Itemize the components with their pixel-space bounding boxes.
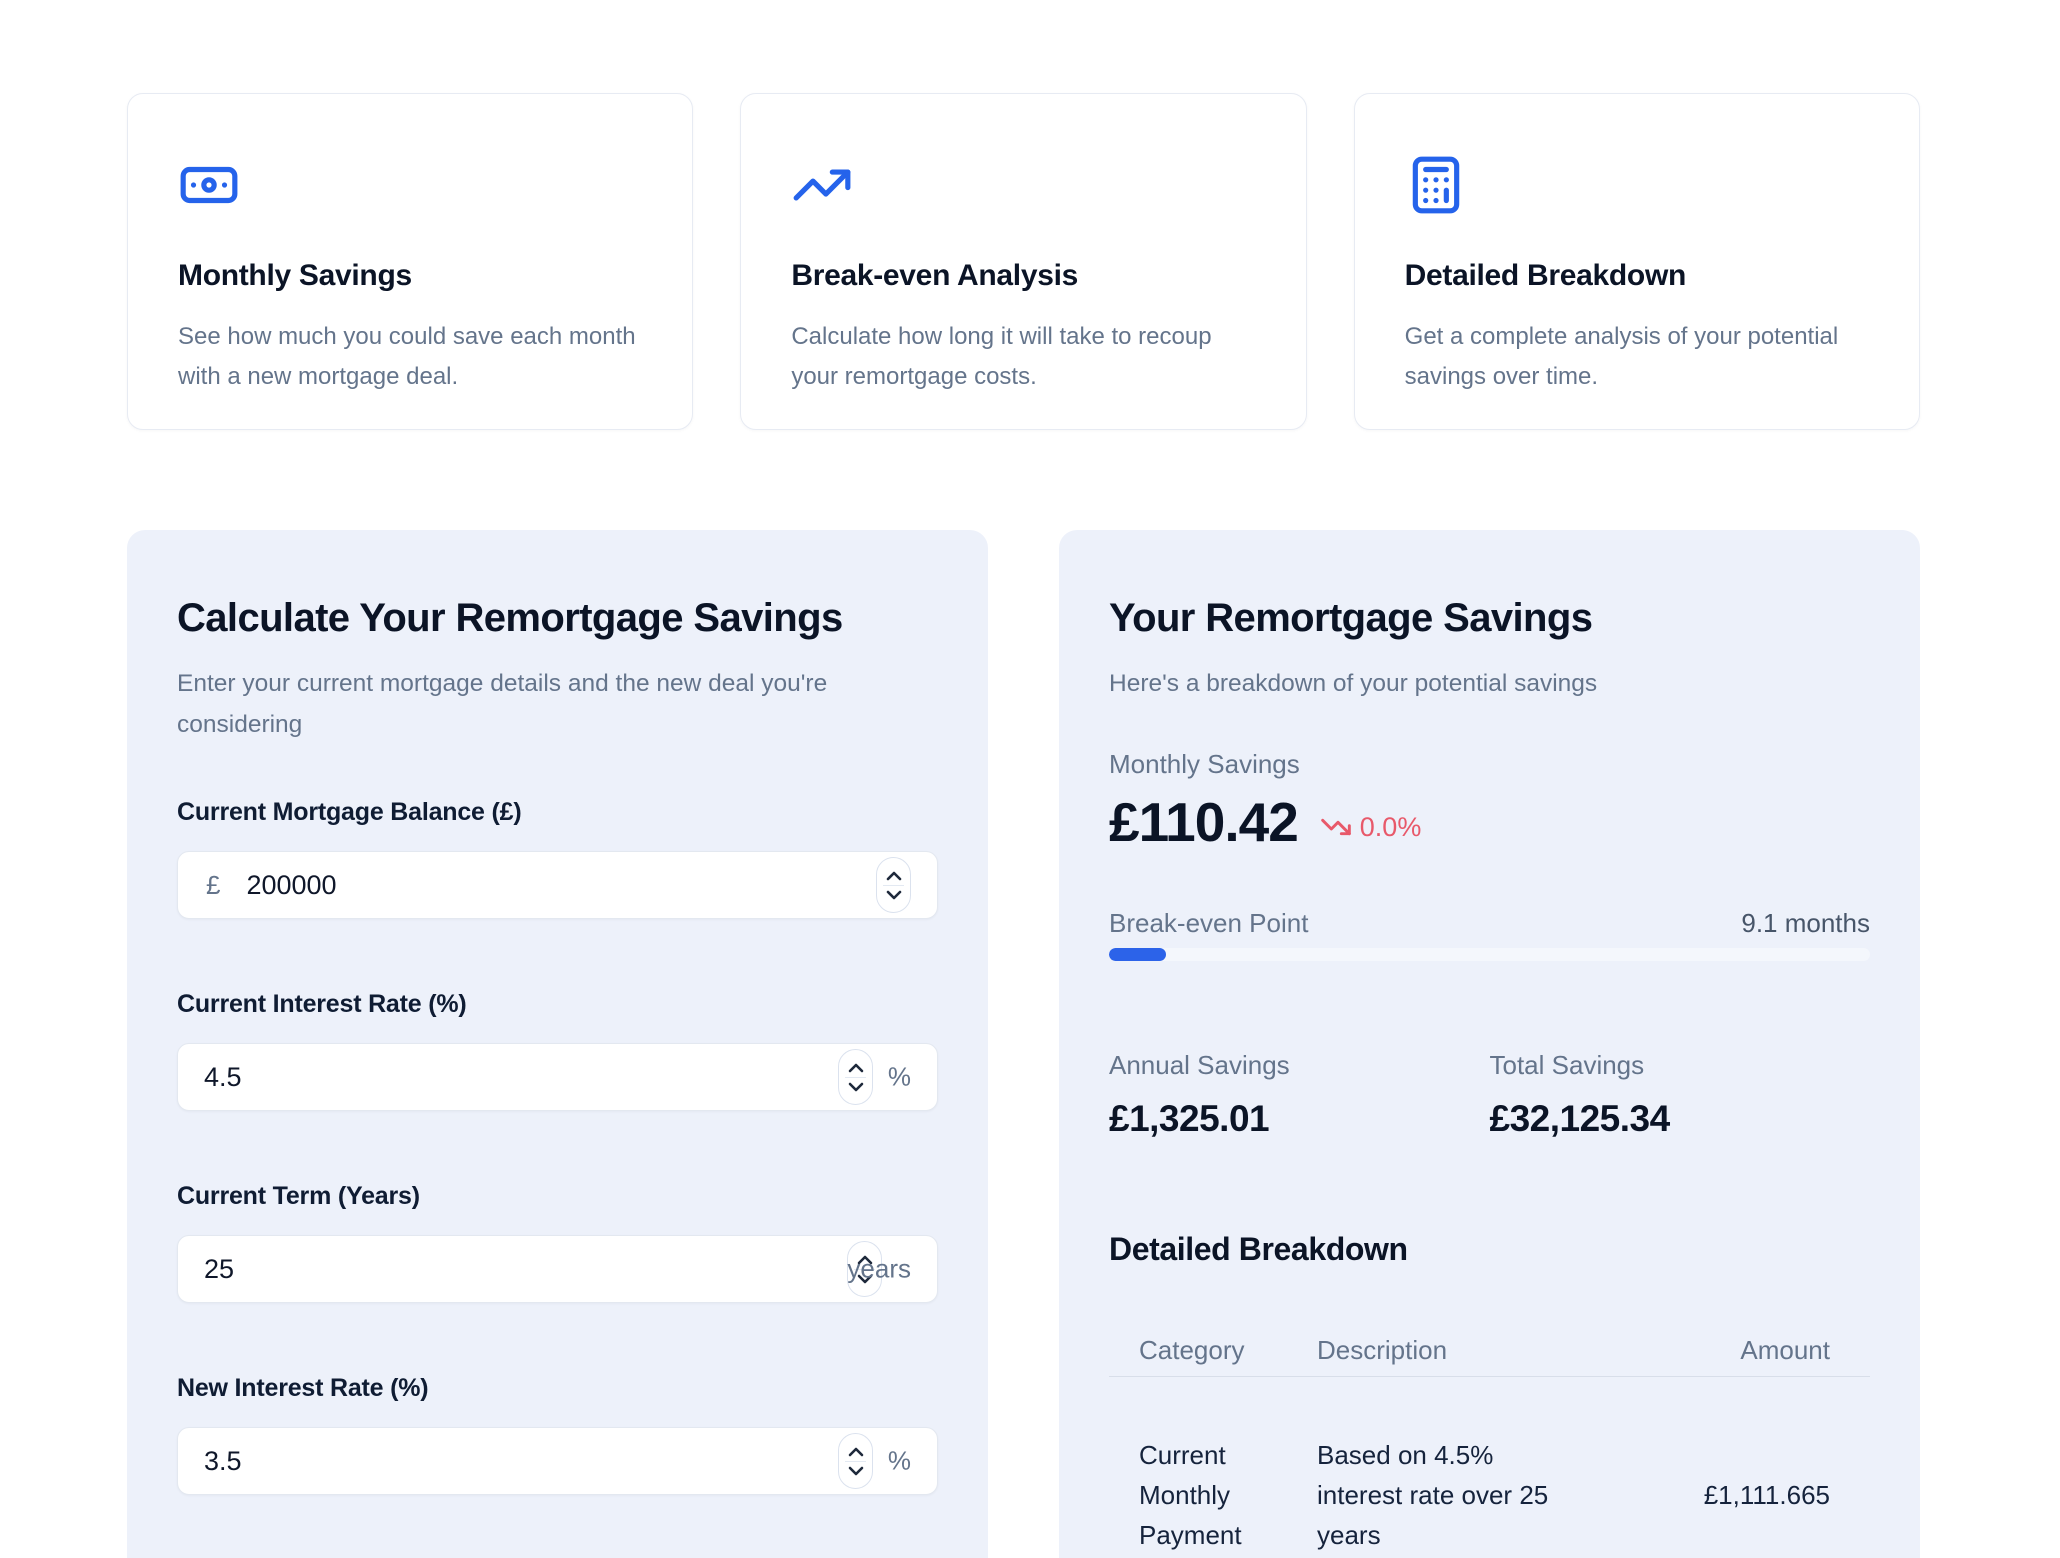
page: Monthly Savings See how much you could s…	[127, 93, 1920, 1558]
number-stepper[interactable]	[847, 1241, 882, 1297]
feature-title: Break-even Analysis	[791, 259, 1079, 292]
row-category: Current Monthly Payment	[1139, 1440, 1242, 1550]
results-title: Your Remortgage Savings	[1109, 596, 1593, 640]
current-term-input[interactable]	[178, 1236, 937, 1302]
breakdown-header-row: Category Description Amount	[1109, 1334, 1870, 1377]
field-label: New Interest Rate (%)	[177, 1374, 429, 1402]
change-badge: 0.0%	[1320, 811, 1422, 843]
current-balance-input[interactable]	[220, 852, 937, 918]
feature-card-breakeven: Break-even Analysis Calculate how long i…	[740, 93, 1307, 430]
calculator-subtitle: Enter your current mortgage details and …	[177, 670, 828, 738]
feature-description: See how much you could save each month w…	[178, 323, 636, 390]
main-row: Calculate Your Remortgage Savings Enter …	[127, 530, 1920, 1558]
breakeven-value: 9.1 months	[1741, 908, 1870, 938]
feature-title: Detailed Breakdown	[1404, 259, 1687, 292]
trending-up-icon	[791, 154, 1255, 221]
row-description: Based on 4.5% interest rate over 25 year…	[1317, 1440, 1549, 1550]
field-new-interest-rate: New Interest Rate (%) %	[177, 1373, 938, 1495]
breakeven-progress-track	[1109, 948, 1870, 961]
field-current-term: Current Term (Years) years	[177, 1181, 938, 1303]
total-savings-block: Total Savings £32,125.34	[1490, 1049, 1871, 1141]
number-stepper[interactable]	[838, 1049, 873, 1105]
number-stepper[interactable]	[838, 1433, 873, 1489]
percent-suffix: %	[887, 1061, 911, 1092]
annual-savings-value: £1,325.01	[1109, 1098, 1270, 1139]
breakeven-progress-fill	[1109, 948, 1167, 961]
new-rate-input[interactable]	[178, 1428, 937, 1494]
feature-card-breakdown: Detailed Breakdown Get a complete analys…	[1353, 93, 1920, 430]
monthly-savings-row: £110.42 0.0%	[1109, 792, 1870, 852]
percent-suffix: %	[887, 1445, 911, 1476]
current-balance-input-wrap: £	[177, 851, 938, 919]
breakdown-table: Category Description Amount Current Mont…	[1109, 1334, 1870, 1555]
column-header-amount: Amount	[1647, 1334, 1870, 1377]
current-rate-input-wrap: %	[177, 1043, 938, 1111]
trending-down-icon	[1320, 811, 1352, 843]
field-current-interest-rate: Current Interest Rate (%) %	[177, 989, 938, 1111]
results-subtitle: Here's a breakdown of your potential sav…	[1109, 670, 1598, 697]
annual-savings-label: Annual Savings	[1109, 1050, 1290, 1080]
column-header-category: Category	[1109, 1334, 1317, 1377]
years-suffix: years	[847, 1253, 911, 1284]
table-row: Current Monthly Payment Based on 4.5% in…	[1109, 1377, 1870, 1556]
calculator-icon	[1405, 154, 1869, 221]
current-term-input-wrap: years	[177, 1235, 938, 1303]
calculator-card: Calculate Your Remortgage Savings Enter …	[127, 530, 988, 1558]
annual-savings-block: Annual Savings £1,325.01	[1109, 1049, 1490, 1141]
field-current-mortgage-balance: Current Mortgage Balance (£) £	[177, 797, 938, 919]
breakdown-title: Detailed Breakdown	[1109, 1231, 1408, 1267]
new-rate-input-wrap: %	[177, 1427, 938, 1495]
field-label: Current Term (Years)	[177, 1182, 420, 1210]
total-savings-label: Total Savings	[1489, 1050, 1645, 1080]
field-label: Current Interest Rate (%)	[177, 990, 467, 1018]
feature-card-monthly-savings: Monthly Savings See how much you could s…	[127, 93, 694, 430]
feature-card-row: Monthly Savings See how much you could s…	[127, 93, 1920, 430]
feature-description: Calculate how long it will take to recou…	[791, 323, 1212, 390]
banknote-icon	[178, 154, 642, 221]
results-card: Your Remortgage Savings Here's a breakdo…	[1059, 530, 1920, 1558]
monthly-savings-value: £110.42	[1109, 791, 1299, 853]
monthly-savings-label: Monthly Savings	[1109, 749, 1300, 779]
feature-title: Monthly Savings	[178, 259, 412, 292]
total-savings-value: £32,125.34	[1489, 1098, 1671, 1139]
pound-prefix: £	[206, 869, 221, 900]
change-value: 0.0%	[1359, 811, 1422, 842]
feature-description: Get a complete analysis of your potentia…	[1404, 323, 1839, 390]
field-label: Current Mortgage Balance (£)	[177, 798, 522, 826]
number-stepper[interactable]	[876, 857, 911, 913]
breakeven-label: Break-even Point	[1109, 908, 1309, 938]
savings-grid: Annual Savings £1,325.01 Total Savings £…	[1109, 1049, 1870, 1141]
calculator-title: Calculate Your Remortgage Savings	[177, 596, 843, 640]
current-rate-input[interactable]	[178, 1044, 937, 1110]
column-header-description: Description	[1317, 1334, 1647, 1377]
row-amount: £1,111.665	[1703, 1480, 1830, 1510]
breakeven-row: Break-even Point 9.1 months	[1109, 907, 1870, 939]
